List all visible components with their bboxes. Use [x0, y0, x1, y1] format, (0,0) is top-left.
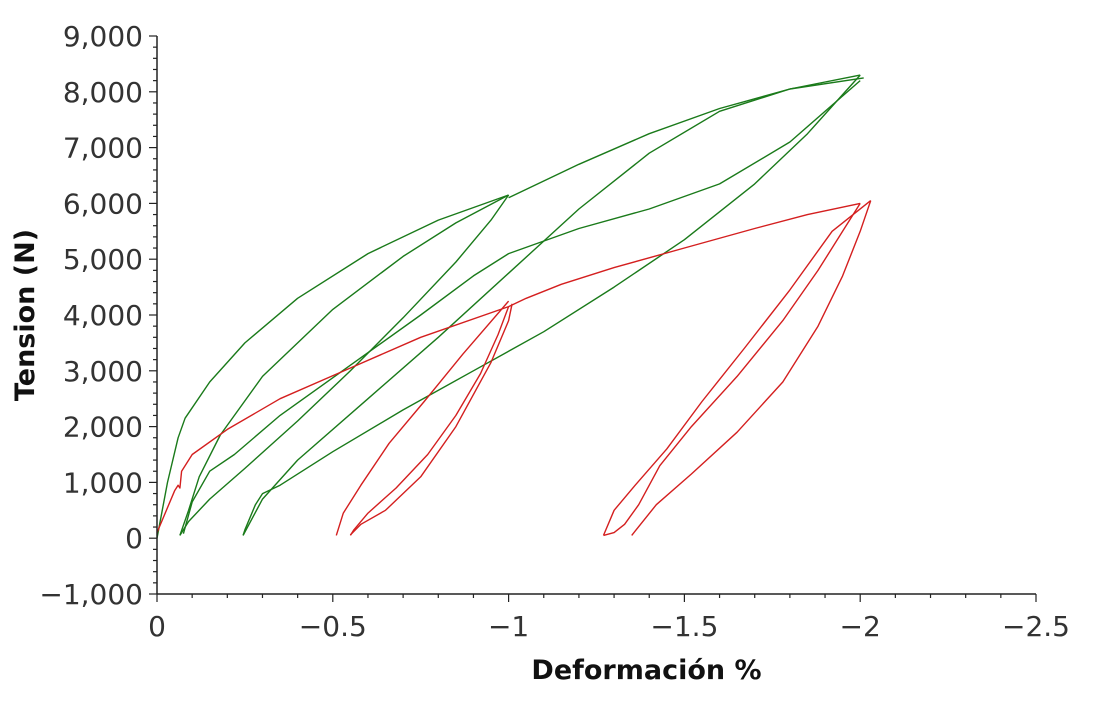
series-line — [179, 194, 510, 536]
series-line — [335, 300, 510, 536]
series-line — [179, 194, 509, 536]
series-line — [242, 77, 864, 536]
y-tick-label: 1,000 — [63, 466, 143, 499]
y-tick-label: 0 — [125, 522, 143, 555]
y-tick-label: 3,000 — [63, 355, 143, 388]
x-axis-ticks: 0 −0.5 −1 −1.5 −2 −2.5 — [148, 594, 1070, 643]
series-line — [508, 202, 861, 308]
series-line — [508, 74, 861, 199]
series-line — [602, 200, 872, 536]
x-tick-label: −1.5 — [650, 610, 718, 643]
y-axis-ticks: −1,000 0 1,000 2,000 3,000 4,000 5,000 6,000 7,0… — [39, 20, 157, 611]
series-line — [631, 200, 872, 536]
series-line — [242, 74, 861, 536]
series-2 — [156, 200, 872, 537]
y-tick-label: 4,000 — [63, 299, 143, 332]
series-1 — [156, 74, 864, 539]
x-tick-label: −0.5 — [299, 610, 367, 643]
series-layer — [156, 74, 872, 539]
x-axis-title: Deformación % — [531, 655, 761, 686]
series-line — [156, 305, 509, 533]
y-tick-label: −1,000 — [39, 578, 143, 611]
y-tick-label: 7,000 — [63, 132, 143, 165]
x-tick-label: −1 — [488, 610, 529, 643]
series-line — [182, 80, 861, 534]
y-tick-label: 2,000 — [63, 411, 143, 444]
x-tick-label: 0 — [148, 610, 166, 643]
y-tick-label: 8,000 — [63, 76, 143, 109]
y-tick-label: 9,000 — [63, 20, 143, 53]
series-line — [156, 194, 509, 539]
y-axis-title: Tension (N) — [10, 229, 41, 401]
series-line — [349, 303, 513, 536]
y-tick-label: 6,000 — [63, 187, 143, 220]
x-tick-label: −2 — [840, 610, 881, 643]
series-line — [349, 306, 510, 536]
x-tick-label: −2.5 — [1002, 610, 1070, 643]
series-line — [603, 203, 861, 537]
y-tick-label: 5,000 — [63, 243, 143, 276]
